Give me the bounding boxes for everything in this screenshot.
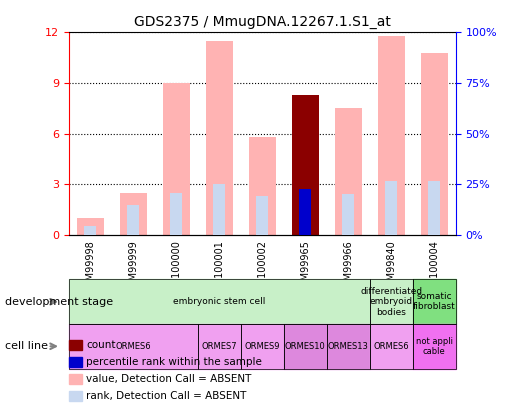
Text: rank, Detection Call = ABSENT: rank, Detection Call = ABSENT — [86, 391, 247, 401]
Bar — [292, 95, 319, 235]
Bar — [163, 83, 190, 235]
Bar — [378, 36, 405, 235]
Text: ORMES6: ORMES6 — [116, 342, 151, 351]
Title: GDS2375 / MmugDNA.12267.1.S1_at: GDS2375 / MmugDNA.12267.1.S1_at — [134, 15, 391, 29]
Text: development stage: development stage — [5, 297, 113, 307]
Bar — [249, 137, 276, 235]
Bar — [206, 41, 233, 235]
Bar — [214, 184, 225, 235]
Bar — [299, 190, 311, 235]
Bar — [335, 109, 362, 235]
Bar — [77, 218, 104, 235]
Bar — [342, 194, 355, 235]
Bar — [127, 205, 139, 235]
Text: ORMES9: ORMES9 — [245, 342, 280, 351]
Text: percentile rank within the sample: percentile rank within the sample — [86, 357, 262, 367]
Text: cell line: cell line — [5, 341, 48, 351]
Text: count: count — [86, 340, 116, 350]
Text: differentiated
embryoid
bodies: differentiated embryoid bodies — [360, 287, 422, 317]
Text: ORMES6: ORMES6 — [374, 342, 409, 351]
Bar — [385, 181, 398, 235]
Text: embryonic stem cell: embryonic stem cell — [173, 297, 266, 306]
Text: ORMES13: ORMES13 — [328, 342, 369, 351]
Bar — [84, 226, 96, 235]
Text: ORMES10: ORMES10 — [285, 342, 326, 351]
Bar — [421, 53, 448, 235]
Text: value, Detection Call = ABSENT: value, Detection Call = ABSENT — [86, 374, 252, 384]
Bar — [170, 193, 182, 235]
Text: ORMES7: ORMES7 — [201, 342, 237, 351]
Bar — [428, 181, 440, 235]
Text: not appli
cable: not appli cable — [416, 337, 453, 356]
Bar — [257, 196, 268, 235]
Text: somatic
fibroblast: somatic fibroblast — [413, 292, 456, 311]
Bar — [120, 193, 147, 235]
